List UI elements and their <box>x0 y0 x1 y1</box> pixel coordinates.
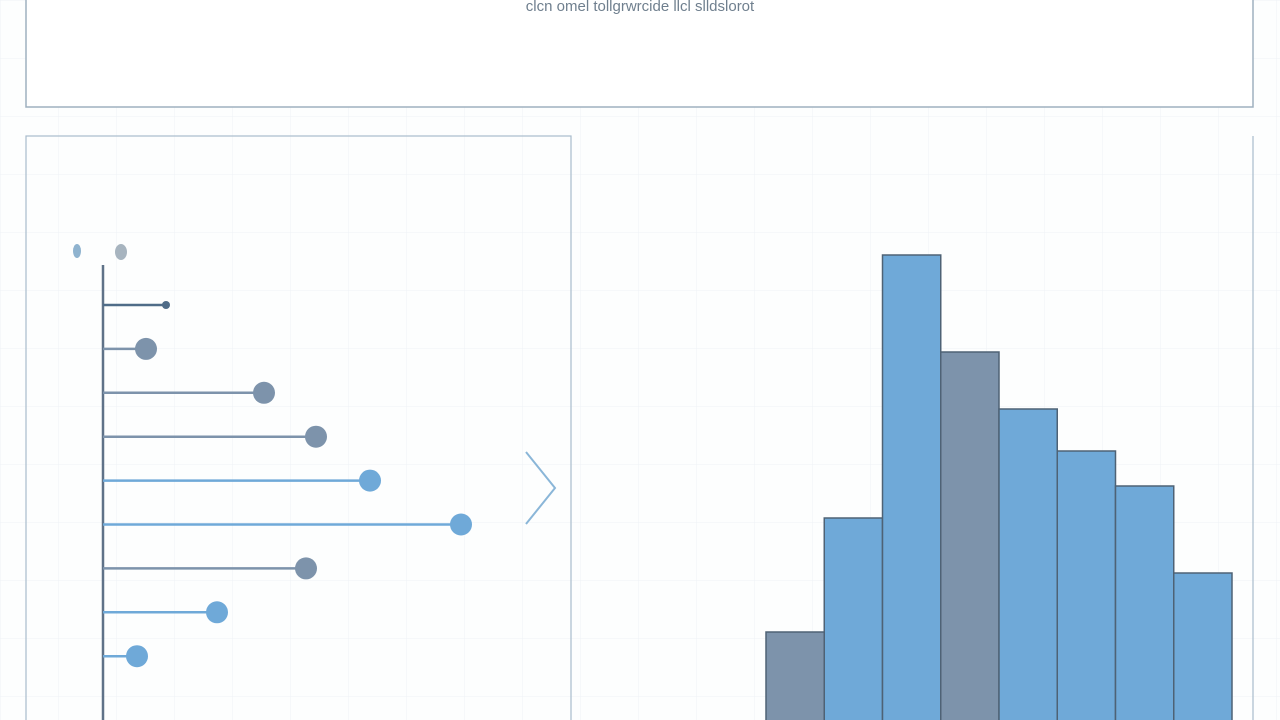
left-panel <box>25 135 572 720</box>
lollipop-dot <box>162 301 170 309</box>
lollipop-dot <box>206 601 228 624</box>
bar[interactable] <box>881 254 942 720</box>
bar[interactable] <box>1173 572 1233 720</box>
plots <box>103 254 1233 720</box>
lollipop-dot <box>305 425 327 448</box>
bar[interactable] <box>823 517 884 720</box>
bar[interactable] <box>1114 485 1175 720</box>
lollipop-dot <box>450 513 472 536</box>
header-title: clcn omel tollgrwrcide llcl slldslorot <box>526 0 755 15</box>
bar[interactable] <box>998 408 1058 720</box>
lollipop-dot <box>126 645 148 668</box>
legend-marker <box>115 244 127 260</box>
legend-marker <box>73 244 81 258</box>
lollipop-dot <box>295 557 317 580</box>
lollipop-dot <box>359 469 381 492</box>
bar[interactable] <box>940 351 1000 720</box>
header-panel <box>25 0 1254 108</box>
bar[interactable] <box>1056 450 1117 720</box>
lollipop-dot <box>135 337 157 360</box>
next-arrow[interactable] <box>525 451 557 525</box>
lollipop-dot <box>253 381 275 404</box>
bar[interactable] <box>765 631 825 720</box>
